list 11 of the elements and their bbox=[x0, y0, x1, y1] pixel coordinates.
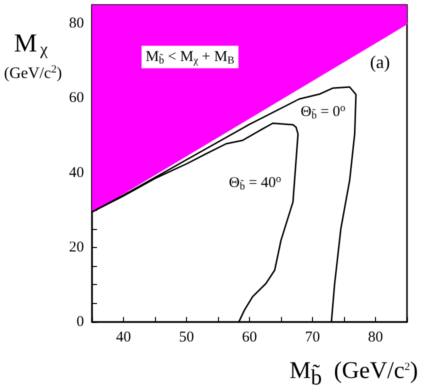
y-tick-label: 40 bbox=[69, 164, 84, 181]
y-tick-label: 0 bbox=[76, 314, 84, 330]
x-tick-label: 70 bbox=[305, 330, 320, 346]
x-tick-label: 40 bbox=[116, 330, 131, 346]
y-tick-label: 80 bbox=[69, 16, 84, 32]
x-tick-label: 60 bbox=[242, 330, 257, 346]
y-tick-label: 20 bbox=[69, 239, 84, 256]
annotation: (a) bbox=[370, 52, 390, 72]
y-tick-label: 60 bbox=[69, 90, 84, 106]
x-tick-label: 80 bbox=[368, 330, 383, 346]
x-tick-label: 50 bbox=[179, 330, 194, 346]
